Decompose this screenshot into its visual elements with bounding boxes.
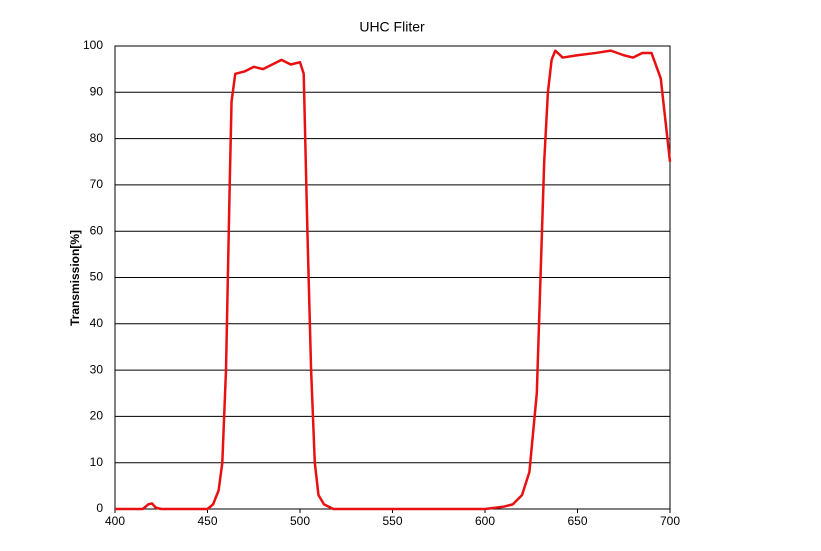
x-tick-label: 550 [382, 514, 402, 528]
x-tick-label: 450 [197, 514, 217, 528]
y-tick-label: 0 [96, 501, 103, 515]
chart-title: UHC Fliter [359, 19, 425, 35]
y-tick-label: 30 [90, 362, 104, 376]
x-tick-label: 700 [660, 514, 680, 528]
x-tick-label: 650 [567, 514, 587, 528]
x-tick-label: 600 [475, 514, 495, 528]
x-tick-label: 400 [105, 514, 125, 528]
y-tick-label: 20 [90, 409, 104, 423]
y-tick-label: 70 [90, 177, 104, 191]
y-tick-label: 80 [90, 131, 104, 145]
y-tick-label: 90 [90, 84, 104, 98]
y-tick-label: 60 [90, 223, 104, 237]
data-line [115, 49, 672, 511]
y-axis-label: Transmission[%] [68, 230, 82, 326]
y-tick-label: 100 [83, 38, 103, 52]
y-tick-label: 40 [90, 316, 104, 330]
y-tick-label: 10 [90, 455, 104, 469]
y-tick-label: 50 [90, 270, 104, 284]
x-tick-label: 500 [290, 514, 310, 528]
